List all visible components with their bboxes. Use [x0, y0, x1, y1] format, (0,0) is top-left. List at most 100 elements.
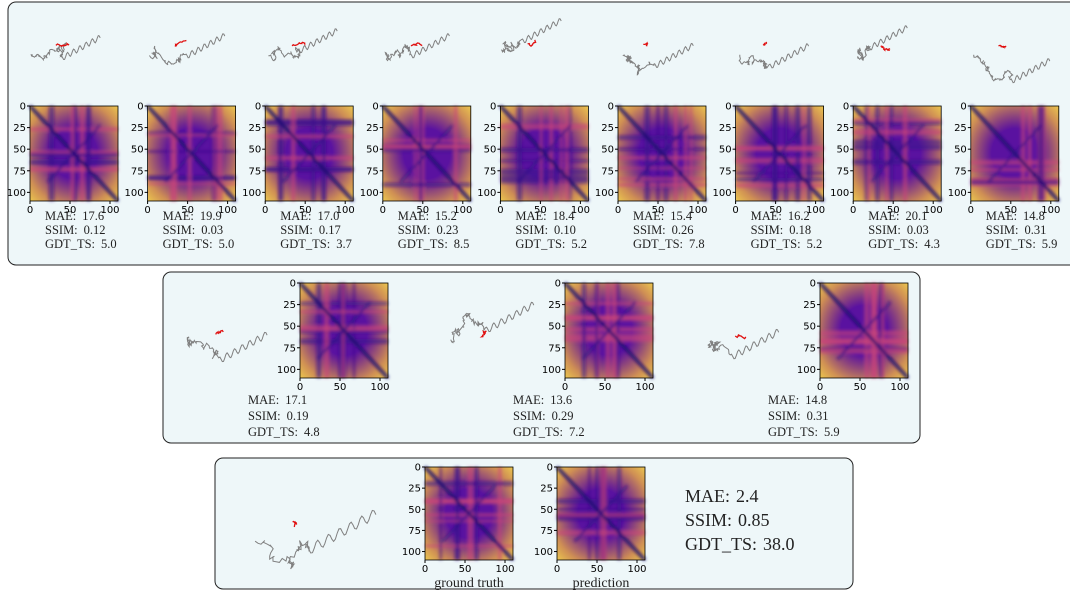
y-tick-label: 50 [248, 145, 261, 156]
metric-label: GDT_TS: [685, 534, 757, 554]
metric-value: 5.2 [807, 237, 823, 251]
y-tick-label: 100 [402, 547, 421, 558]
metric: GDT_TS:5.0 [163, 237, 235, 251]
y-tick-label: 50 [283, 322, 296, 333]
metric-label: GDT_TS: [868, 237, 918, 251]
y-tick-label: 25 [601, 123, 614, 134]
x-tick-label: 100 [627, 564, 646, 575]
metric-value: 17.6 [82, 209, 104, 223]
metric: SSIM:0.85 [685, 510, 770, 530]
y-tick-label: 75 [803, 343, 816, 354]
x-tick-label: 0 [817, 382, 823, 393]
metric-value: 0.29 [552, 409, 574, 423]
y-tick-label: 25 [548, 300, 561, 311]
metric: MAE:14.8 [768, 393, 827, 407]
y-tick-label: 25 [954, 123, 967, 134]
metric-value: 15.4 [670, 209, 693, 223]
y-tick-label: 0 [555, 279, 561, 290]
y-tick-label: 50 [13, 145, 26, 156]
metric-label: SSIM: [986, 223, 1019, 237]
metric-value: 0.03 [907, 223, 929, 237]
metric-value: 5.0 [219, 237, 235, 251]
metric: MAE:18.4 [515, 209, 575, 223]
metric: SSIM:0.12 [45, 223, 106, 237]
y-tick-label: 50 [954, 145, 967, 156]
metric: MAE:17.6 [45, 209, 104, 223]
metric-label: SSIM: [248, 409, 281, 423]
metric-value: 16.2 [788, 209, 810, 223]
y-tick-label: 0 [290, 279, 296, 290]
metric-value: 5.0 [101, 237, 117, 251]
metric-value: 15.2 [435, 209, 457, 223]
x-tick-label: 100 [635, 382, 654, 393]
metric-label: MAE: [398, 209, 429, 223]
x-tick-label: 0 [297, 382, 303, 393]
metric-label: SSIM: [633, 223, 666, 237]
x-tick-label: 100 [890, 382, 909, 393]
metric-label: SSIM: [163, 223, 196, 237]
y-tick-label: 75 [540, 526, 553, 537]
x-tick-label: 50 [334, 382, 347, 393]
metric: MAE:15.4 [633, 209, 693, 223]
map-caption: prediction [573, 576, 630, 590]
metric: MAE:17.1 [248, 393, 307, 407]
metric-value: 0.03 [201, 223, 223, 237]
metric: MAE:2.4 [685, 486, 759, 506]
metric-label: SSIM: [868, 223, 901, 237]
metric-value: 4.3 [924, 237, 940, 251]
y-tick-label: 75 [248, 166, 261, 177]
y-tick-label: 25 [131, 123, 144, 134]
metric-label: MAE: [751, 209, 782, 223]
metric-value: 0.17 [319, 223, 341, 237]
x-tick-label: 50 [599, 382, 612, 393]
x-tick-label: 50 [854, 382, 867, 393]
y-tick-label: 50 [408, 505, 421, 516]
metric-value: 18.4 [553, 209, 576, 223]
metric-label: SSIM: [515, 223, 548, 237]
metric-value: 7.2 [569, 425, 585, 439]
y-tick-label: 100 [534, 547, 553, 558]
y-tick-label: 75 [601, 166, 614, 177]
metric-value: 17.1 [285, 393, 307, 407]
y-tick-label: 0 [810, 279, 816, 290]
y-tick-label: 100 [360, 188, 379, 199]
y-tick-label: 50 [803, 322, 816, 333]
metric-label: GDT_TS: [515, 237, 565, 251]
metric-label: SSIM: [398, 223, 431, 237]
metric: GDT_TS: 5.2 [515, 237, 587, 251]
metric-value: 0.85 [738, 510, 770, 530]
metric: MAE:14.8 [986, 209, 1045, 223]
y-tick-label: 25 [803, 300, 816, 311]
y-tick-label: 100 [7, 188, 26, 199]
metric-label: GDT_TS: [751, 237, 801, 251]
x-tick-label: 0 [144, 205, 150, 216]
metric: MAE:17.0 [280, 209, 339, 223]
metric-value: 5.9 [1042, 237, 1058, 251]
metric: MAE:20.1 [868, 209, 927, 223]
x-tick-label: 0 [262, 205, 268, 216]
y-tick-label: 75 [954, 166, 967, 177]
y-tick-label: 50 [601, 145, 614, 156]
y-tick-label: 0 [725, 102, 731, 113]
y-tick-label: 75 [548, 343, 561, 354]
x-tick-label: 0 [27, 205, 33, 216]
y-tick-label: 0 [415, 463, 421, 474]
y-tick-label: 100 [595, 188, 614, 199]
metric: GDT_TS: 5.9 [986, 237, 1058, 251]
metric-label: SSIM: [751, 223, 784, 237]
y-tick-label: 100 [797, 365, 816, 376]
y-tick-label: 0 [547, 463, 553, 474]
x-tick-label: 0 [380, 205, 386, 216]
metric: GDT_TS: 5.2 [751, 237, 823, 251]
metric-value: 4.8 [304, 425, 320, 439]
y-tick-label: 25 [719, 123, 732, 134]
metric-value: 5.2 [571, 237, 587, 251]
metric: SSIM: 0.03 [163, 223, 224, 237]
y-tick-label: 100 [277, 365, 296, 376]
x-tick-label: 0 [850, 205, 856, 216]
metric-label: GDT_TS: [986, 237, 1036, 251]
y-tick-label: 0 [843, 102, 849, 113]
y-tick-label: 25 [366, 123, 379, 134]
metric-value: 0.31 [1024, 223, 1046, 237]
metric: GDT_TS:5.0 [45, 237, 117, 251]
